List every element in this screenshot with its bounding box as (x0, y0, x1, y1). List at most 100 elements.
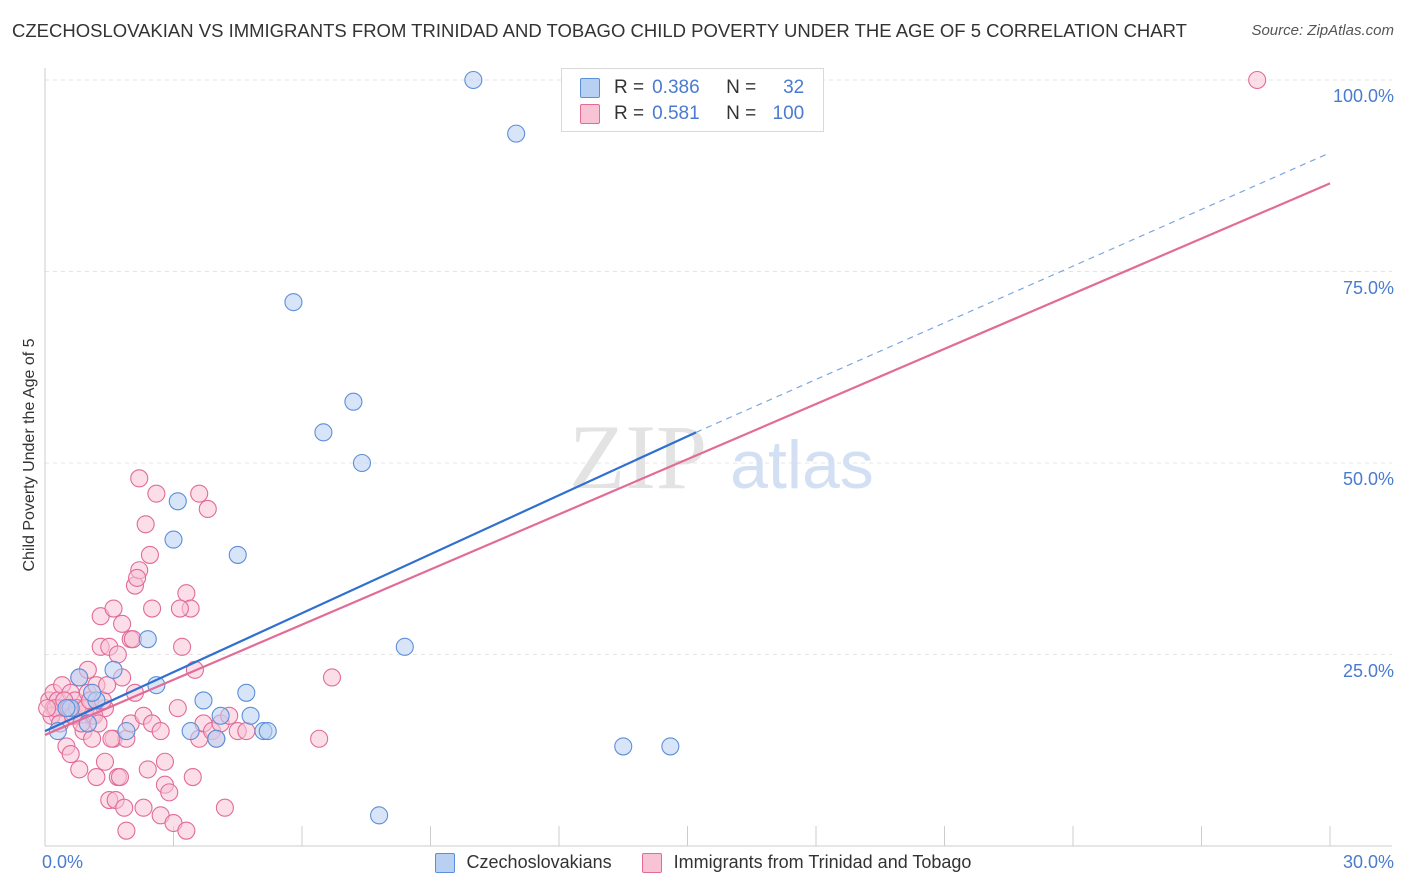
legend-n-value: 32 (783, 77, 805, 98)
trinidad-point (215, 798, 234, 817)
czech-point (57, 699, 76, 718)
trinidad-point (110, 768, 130, 787)
czech-point (168, 492, 187, 511)
legend-swatch-trinidad (641, 852, 662, 873)
trinidad-point (102, 729, 121, 748)
czech-point (314, 423, 333, 442)
trinidad-point (168, 699, 187, 718)
czech-trend-line (44, 431, 697, 733)
trinidad-point (113, 614, 132, 633)
trinidad-point (160, 783, 179, 802)
chart-title: CZECHOSLOVAKIAN VS IMMIGRANTS FROM TRINI… (12, 20, 1187, 41)
czech-point (241, 706, 260, 725)
trinidad-point (95, 752, 115, 771)
legend-r-value: 0.386 (652, 77, 700, 98)
trinidad-point (177, 821, 196, 840)
legend-swatch-trinidad (580, 104, 600, 124)
czech-point (344, 392, 363, 411)
legend-item-label: Czechoslovakians (466, 852, 612, 872)
legend-swatch-czech (580, 78, 600, 98)
czech-point (614, 737, 633, 756)
watermark-atlas: atlas (730, 427, 874, 503)
x-tick-min: 0.0% (42, 852, 84, 872)
legend-n-value: 100 (772, 103, 805, 124)
trinidad-point (183, 768, 202, 787)
trinidad-point (136, 515, 155, 534)
series-legend: Czechoslovakians Immigrants from Trinida… (0, 852, 1406, 873)
legend-swatch-czech (434, 852, 455, 873)
source-label: Source: ZipAtlas.com (1251, 22, 1394, 39)
trinidad-point (138, 760, 157, 779)
trinidad-point (143, 599, 162, 618)
czech-point (164, 530, 183, 549)
trinidad-point (140, 545, 159, 564)
legend-n-label: N = (726, 77, 757, 98)
legend-item-czech[interactable]: Czechoslovakians (434, 852, 612, 873)
czech-point (507, 124, 526, 143)
y-tick-label: 100.0% (1332, 86, 1394, 106)
trinidad-point (151, 722, 170, 741)
legend-r-label: R = (614, 77, 645, 98)
trinidad-point (61, 745, 80, 764)
trinidad-point (173, 637, 192, 656)
legend-item-trinidad[interactable]: Immigrants from Trinidad and Tobago (641, 852, 972, 873)
czech-point (258, 722, 277, 741)
trinidad-point (117, 821, 136, 840)
series-czech-points (48, 70, 680, 825)
trinidad-trend-line (44, 182, 1331, 736)
legend-row-czech: R = 0.386 N = 32 (580, 77, 804, 99)
czech-point (117, 722, 136, 741)
stats-legend: R = 0.386 N = 32 R = 0.581 N = 100 (561, 68, 824, 132)
trinidad-point (170, 599, 189, 618)
trinidad-point (130, 469, 149, 488)
czech-trend-extension (695, 152, 1331, 433)
trinidad-point (198, 499, 217, 519)
legend-r-label: R = (614, 103, 645, 124)
watermark-zip: ZIP (569, 406, 707, 508)
czech-point (464, 70, 483, 90)
trinidad-point (155, 752, 174, 771)
trinidad-point (177, 584, 196, 603)
czech-point (370, 806, 389, 825)
trinidad-point (134, 798, 153, 817)
trinidad-point (237, 722, 256, 741)
trinidad-point (322, 668, 342, 687)
czech-point (181, 722, 200, 741)
trinidad-point (83, 729, 102, 748)
legend-item-label: Immigrants from Trinidad and Tobago (673, 852, 972, 872)
legend-n-label: N = (726, 103, 757, 124)
trinidad-point (87, 768, 106, 787)
trinidad-point (115, 798, 134, 817)
czech-point (194, 691, 213, 710)
trinidad-point (1248, 70, 1267, 90)
czech-point (70, 668, 89, 687)
czech-point (661, 737, 680, 756)
grid-lines (45, 79, 1392, 655)
legend-row-trinidad: R = 0.581 N = 100 (580, 103, 804, 125)
y-tick-label: 75.0% (1342, 277, 1394, 298)
czech-point (211, 706, 230, 725)
czech-point (352, 453, 372, 473)
trinidad-point (38, 699, 57, 718)
czech-point (138, 630, 157, 649)
trinidad-point (310, 729, 329, 748)
trinidad-point (108, 645, 127, 664)
czech-point (395, 637, 414, 656)
legend-r-value: 0.581 (652, 103, 700, 124)
trinidad-point (128, 568, 147, 587)
czech-point (237, 683, 256, 702)
czech-point (104, 660, 123, 679)
czech-point (83, 683, 102, 702)
trinidad-point (70, 760, 89, 779)
czech-point (284, 293, 303, 312)
trend-lines (44, 152, 1331, 736)
watermark: ZIP atlas (569, 406, 874, 508)
trinidad-point (147, 484, 166, 503)
y-tick-label: 50.0% (1342, 469, 1394, 489)
czech-point (207, 729, 226, 748)
x-tick-max: 30.0% (1342, 852, 1394, 872)
trinidad-point (98, 676, 117, 695)
trinidad-point (104, 599, 123, 618)
trinidad-point (190, 484, 209, 503)
